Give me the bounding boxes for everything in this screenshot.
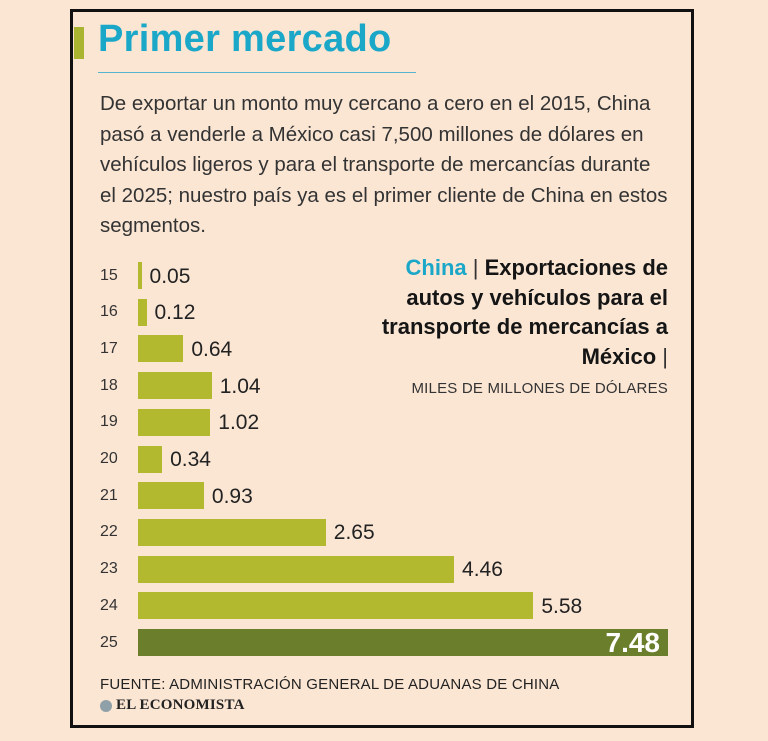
year-label-22: 22 <box>100 523 118 541</box>
year-label-19: 19 <box>100 413 118 431</box>
value-label-19: 1.02 <box>218 411 260 435</box>
value-label-15: 0.05 <box>149 264 191 288</box>
year-label-16: 16 <box>100 303 118 321</box>
year-label-17: 17 <box>100 339 118 357</box>
intro-text: De exportar un monto muy cercano a cero … <box>100 92 668 237</box>
brand-name: EL ECONOMISTA <box>116 697 245 713</box>
bar-25 <box>138 629 668 656</box>
value-label-24: 5.58 <box>541 594 583 618</box>
chart-title-trailing-separator: | <box>662 343 668 369</box>
page-title: Primer mercado <box>98 18 392 60</box>
value-label-21: 0.93 <box>211 484 253 508</box>
year-label-23: 23 <box>100 560 118 578</box>
bar-22 <box>138 518 326 546</box>
year-label-21: 21 <box>100 486 118 504</box>
value-label-22: 2.65 <box>333 521 375 545</box>
value-label-16: 0.12 <box>154 301 196 325</box>
bar-23 <box>138 555 455 583</box>
bar-19 <box>138 408 211 436</box>
bar-15 <box>138 262 142 289</box>
globe-icon <box>100 699 112 712</box>
source-note: FUENTE: ADMINISTRACIÓN GENERAL DE ADUANA… <box>100 676 560 693</box>
chart-frame <box>70 9 694 728</box>
chart-title-separator: | <box>472 255 479 280</box>
year-label-15: 15 <box>100 266 118 284</box>
bar-20 <box>138 445 163 473</box>
chart-title-country: China <box>405 255 467 280</box>
value-label-23: 4.46 <box>462 558 503 582</box>
bar-21 <box>138 482 204 510</box>
brand-logo: EL ECONOMISTA <box>100 697 245 714</box>
chart-title: China | Exportaciones de autos y vehícul… <box>348 253 668 371</box>
title-underline <box>98 72 416 73</box>
value-label-25: 7.48 <box>605 626 661 658</box>
value-label-20: 0.34 <box>170 448 211 471</box>
year-label-20: 20 <box>100 450 118 467</box>
bar-24 <box>138 592 534 620</box>
chart-title-text: Exportaciones de autos y vehículos para … <box>381 255 668 369</box>
year-label-25: 25 <box>100 633 118 651</box>
bar-17 <box>138 335 184 363</box>
title-accent-bar <box>74 27 84 59</box>
bar-16 <box>138 298 147 326</box>
value-label-17: 0.64 <box>191 337 233 361</box>
chart-subtitle: MILES DE MILLONES DE DÓLARES <box>411 380 668 397</box>
year-label-18: 18 <box>100 376 118 394</box>
value-label-18: 1.04 <box>219 374 261 398</box>
bar-18 <box>138 372 212 400</box>
year-label-24: 24 <box>100 596 118 614</box>
